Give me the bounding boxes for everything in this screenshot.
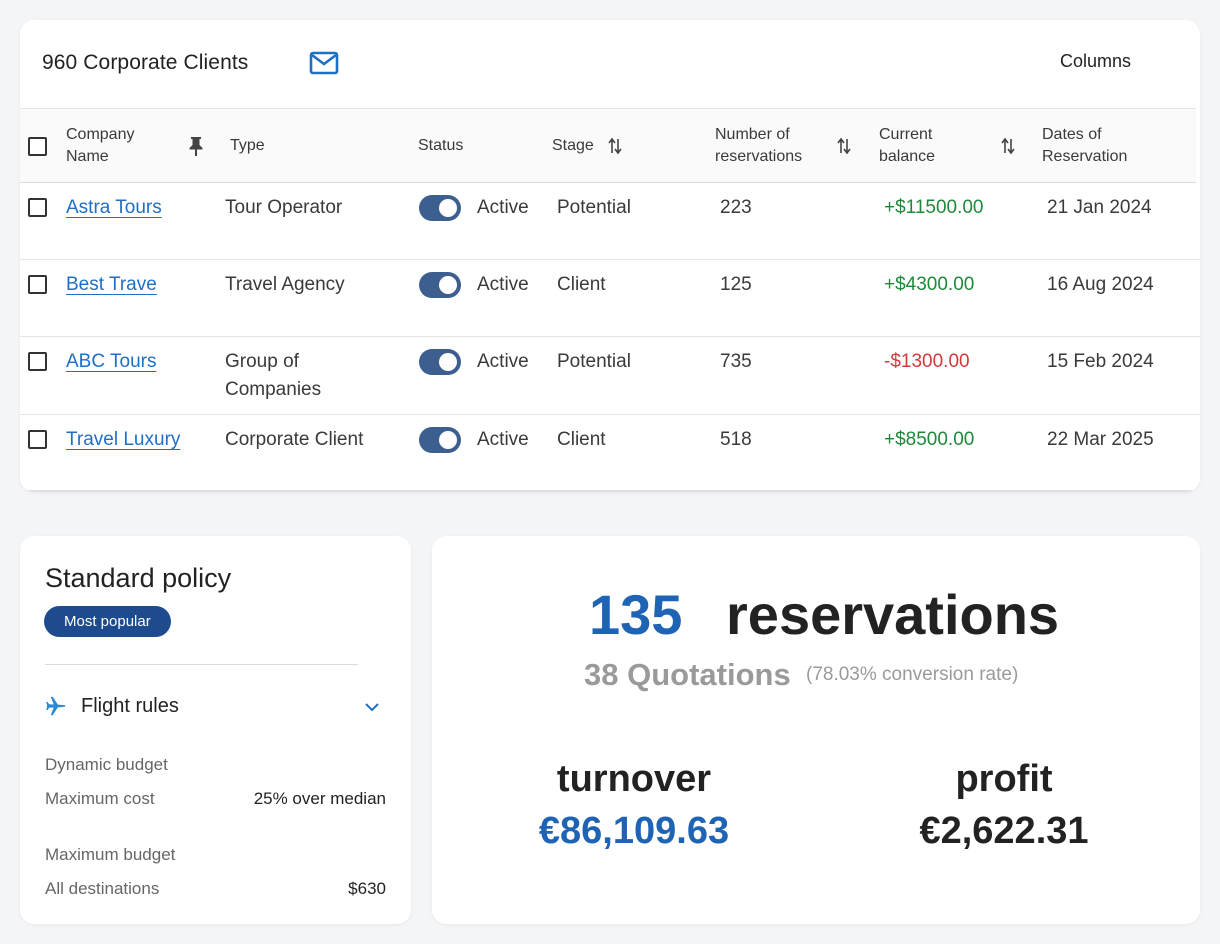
status-label: Active <box>477 274 529 295</box>
sort-icon-stage[interactable] <box>608 137 622 155</box>
table-row: Travel Luxury Corporate Client Active Cl… <box>20 415 1200 492</box>
sort-icon-reservations[interactable] <box>837 137 851 155</box>
balance-value: +$4300.00 <box>884 274 975 295</box>
dynamic-budget-label: Dynamic budget <box>45 755 168 774</box>
quotations-count: 38 Quotations <box>584 657 791 692</box>
header-reservations[interactable]: Number of reservations <box>715 126 803 165</box>
company-link[interactable]: Astra Tours <box>66 197 162 218</box>
company-link[interactable]: ABC Tours <box>66 351 157 372</box>
company-type: Tour Operator <box>225 197 343 218</box>
reservation-date: 22 Mar 2025 <box>1047 429 1154 450</box>
reservation-date: 21 Jan 2024 <box>1047 197 1152 218</box>
stage-value: Client <box>557 429 606 450</box>
balance-value: +$11500.00 <box>884 197 984 218</box>
status-toggle[interactable] <box>419 195 461 221</box>
company-type: Corporate Client <box>225 429 364 450</box>
status-toggle[interactable] <box>419 427 461 453</box>
reservations-value: 125 <box>720 274 752 295</box>
row-checkbox[interactable] <box>28 430 47 449</box>
reservations-label: reservations <box>726 583 1060 646</box>
status-toggle[interactable] <box>419 272 461 298</box>
pin-icon[interactable] <box>187 135 205 157</box>
stage-value: Potential <box>557 351 631 372</box>
status-toggle[interactable] <box>419 349 461 375</box>
maximum-cost-value: 25% over median <box>253 789 386 808</box>
policy-divider <box>45 664 358 665</box>
status-label: Active <box>477 351 529 372</box>
header-dates[interactable]: Dates of Reservation <box>1042 126 1128 165</box>
status-label: Active <box>477 197 529 218</box>
chevron-down-icon[interactable] <box>364 701 380 713</box>
sort-icon-balance[interactable] <box>1001 137 1015 155</box>
header-company-name[interactable]: Company Name <box>66 126 135 165</box>
reservations-count: 135 <box>589 583 683 646</box>
profit-label: profit <box>955 758 1053 800</box>
status-label: Active <box>477 429 529 450</box>
turnover-value: €86,109.63 <box>538 810 730 852</box>
table-bottom-edge <box>20 490 1200 492</box>
profit-value: €2,622.31 <box>919 810 1089 852</box>
company-type: Travel Agency <box>225 274 345 295</box>
reservations-value: 223 <box>720 197 752 218</box>
reservations-value: 518 <box>720 429 752 450</box>
most-popular-badge: Most popular <box>44 606 171 637</box>
company-link[interactable]: Travel Luxury <box>66 429 181 450</box>
corporate-clients-card: 960 Corporate Clients Columns Company Na… <box>20 20 1200 492</box>
mail-icon[interactable] <box>309 51 339 75</box>
reservations-value: 735 <box>720 351 752 372</box>
select-all-checkbox[interactable] <box>28 137 47 156</box>
turnover-label: turnover <box>556 758 712 800</box>
all-destinations-label: All destinations <box>45 879 160 898</box>
table-head: Company Name Type Status Stage Number of… <box>20 108 1196 183</box>
header-stage[interactable]: Stage <box>552 137 594 154</box>
table-row: Astra Tours Tour Operator Active Potenti… <box>20 183 1200 260</box>
balance-value: -$1300.00 <box>884 351 970 372</box>
company-link[interactable]: Best Trave <box>66 274 157 295</box>
flight-rules-title[interactable]: Flight rules <box>81 695 179 717</box>
row-checkbox[interactable] <box>28 275 47 294</box>
table-header-bar: 960 Corporate Clients Columns <box>20 20 1200 108</box>
policy-title: Standard policy <box>45 563 232 593</box>
balance-value: +$8500.00 <box>884 429 975 450</box>
reservation-date: 16 Aug 2024 <box>1047 274 1154 295</box>
airplane-icon <box>46 696 66 716</box>
row-checkbox[interactable] <box>28 352 47 371</box>
table-title: 960 Corporate Clients <box>42 51 249 74</box>
company-type: Group of Companies <box>225 351 322 400</box>
header-type[interactable]: Type <box>230 137 265 154</box>
row-checkbox[interactable] <box>28 198 47 217</box>
columns-button[interactable]: Columns <box>1060 51 1132 71</box>
maximum-budget-label: Maximum budget <box>45 845 176 864</box>
standard-policy-card: Standard policy Most popular Flight rule… <box>20 536 411 924</box>
table-row: Best Trave Travel Agency Active Client 1… <box>20 260 1200 337</box>
stage-value: Client <box>557 274 606 295</box>
header-balance[interactable]: Current balance <box>879 126 936 165</box>
maximum-cost-label: Maximum cost <box>45 789 155 808</box>
reservation-date: 15 Feb 2024 <box>1047 351 1154 372</box>
header-status[interactable]: Status <box>418 137 464 154</box>
table-row: ABC Tours Group of Companies Active Pote… <box>20 337 1200 415</box>
stage-value: Potential <box>557 197 631 218</box>
conversion-rate: (78.03% conversion rate) <box>806 664 1019 685</box>
reservations-stats-card: 135 reservations 38 Quotations (78.03% c… <box>432 536 1200 924</box>
all-destinations-value: $630 <box>348 879 386 898</box>
